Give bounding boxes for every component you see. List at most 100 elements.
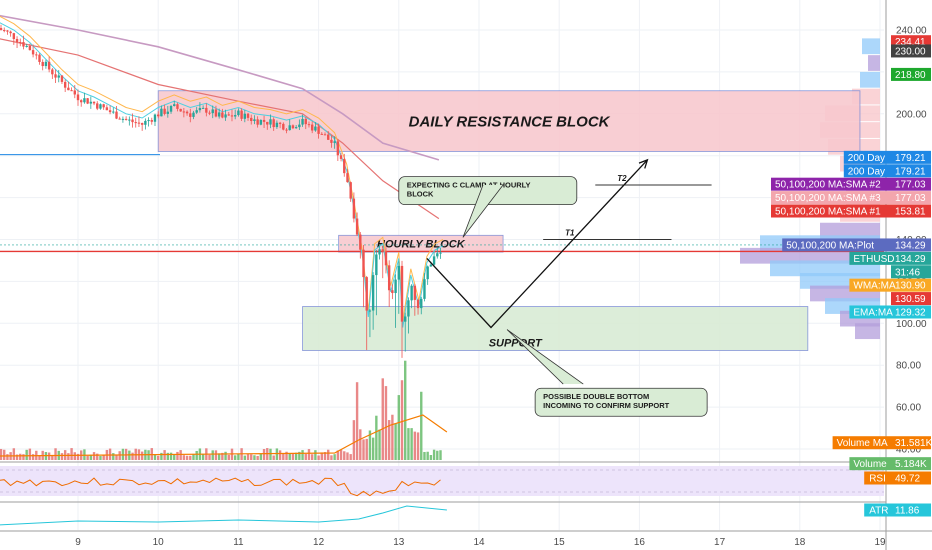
price-tag-label-bg bbox=[849, 251, 891, 265]
candle-body bbox=[169, 106, 173, 112]
volume-bar bbox=[285, 451, 288, 460]
candle-body bbox=[105, 107, 109, 111]
volume-bar bbox=[275, 448, 279, 460]
x-tick-label: 14 bbox=[473, 537, 485, 548]
candle-body bbox=[224, 114, 227, 118]
candle-body bbox=[314, 126, 317, 131]
candle-body bbox=[404, 316, 407, 322]
candle-body bbox=[76, 94, 80, 101]
candle-body bbox=[198, 108, 202, 111]
volume-bar bbox=[25, 449, 28, 460]
volume-bar bbox=[368, 430, 372, 460]
candle-body bbox=[15, 38, 19, 42]
price-tag-label-bg bbox=[771, 177, 891, 191]
price-tag-value: 134.29 bbox=[895, 240, 926, 251]
callout-text: INCOMING TO CONFIRM SUPPORT bbox=[543, 401, 670, 410]
indicator-tag-label-bg bbox=[864, 471, 891, 485]
candle-body bbox=[179, 108, 182, 112]
volume-bar bbox=[179, 450, 182, 460]
candle-body bbox=[214, 109, 218, 117]
candle-body bbox=[375, 254, 378, 276]
volume-bar bbox=[394, 423, 397, 460]
candle-body bbox=[333, 141, 336, 143]
candle-body bbox=[83, 98, 86, 103]
volume-bar bbox=[237, 454, 240, 460]
candle-body bbox=[381, 249, 384, 252]
volume-bar bbox=[166, 452, 170, 460]
candle-body bbox=[307, 124, 311, 126]
volume-bar bbox=[282, 453, 285, 460]
price-tag-value: 177.03 bbox=[895, 193, 926, 204]
candle-body bbox=[182, 111, 186, 113]
candle-body bbox=[3, 30, 6, 32]
volume-bar bbox=[439, 450, 442, 460]
x-tick-label: 19 bbox=[874, 537, 886, 548]
candle-body bbox=[63, 81, 67, 88]
candle-body bbox=[166, 111, 170, 114]
candle-body bbox=[359, 234, 362, 250]
candle-body bbox=[70, 90, 73, 92]
candle-body bbox=[25, 45, 28, 47]
volume-bar bbox=[140, 451, 144, 460]
volume-bar bbox=[253, 455, 256, 460]
candle-body bbox=[282, 123, 285, 130]
price-tag bbox=[891, 436, 931, 450]
price-tag-value: 130.59 bbox=[895, 294, 926, 305]
volume-profile-bar bbox=[862, 38, 880, 55]
price-tag-label-bg bbox=[843, 164, 891, 178]
candle-body bbox=[57, 75, 60, 78]
candle-body bbox=[147, 120, 150, 122]
volume-bar bbox=[51, 454, 54, 460]
volume-bar bbox=[31, 454, 35, 460]
indicator-tag-value: 49.72 bbox=[895, 474, 920, 485]
candle-body bbox=[208, 112, 211, 114]
price-tag-label: 50,100,200 MA:SMA #3 bbox=[775, 193, 881, 204]
indicator-tag bbox=[891, 471, 931, 485]
volume-bar bbox=[246, 453, 250, 460]
volume-bar bbox=[352, 420, 356, 460]
volume-bar bbox=[410, 428, 413, 460]
candle-body bbox=[67, 87, 70, 91]
candle-body bbox=[44, 61, 48, 67]
volume-bar bbox=[99, 455, 102, 460]
candle-body bbox=[371, 275, 375, 311]
price-tag-label: WMA:MA bbox=[853, 281, 896, 292]
volume-bar bbox=[89, 454, 93, 460]
candle-body bbox=[320, 133, 324, 135]
volume-bar bbox=[102, 455, 105, 460]
callout-box bbox=[534, 387, 708, 417]
candle-body bbox=[343, 158, 346, 174]
candle-body bbox=[19, 41, 22, 43]
volume-bar bbox=[73, 452, 76, 460]
candle-body bbox=[317, 126, 320, 134]
candle-body bbox=[6, 30, 9, 32]
candle-body bbox=[426, 266, 429, 280]
candle-body bbox=[221, 112, 224, 118]
candle-body bbox=[291, 125, 295, 129]
volume-bar bbox=[362, 439, 365, 460]
callout-pointer bbox=[462, 184, 504, 238]
volume-bar bbox=[92, 452, 96, 460]
candle-body bbox=[185, 111, 189, 114]
price-tag-label-bg bbox=[771, 191, 891, 205]
volume-bar bbox=[67, 453, 70, 460]
indicator-tag bbox=[891, 503, 931, 517]
candle-body bbox=[176, 104, 179, 109]
candle-body bbox=[384, 251, 388, 266]
price-tag bbox=[891, 305, 931, 319]
price-tag-label: 200 Day bbox=[848, 166, 885, 177]
candle-body bbox=[339, 155, 343, 159]
price-tag-value: 177.03 bbox=[895, 180, 926, 191]
candle-body bbox=[96, 103, 99, 109]
volume-bar bbox=[371, 437, 375, 460]
volume-bar bbox=[416, 432, 420, 460]
candle-body bbox=[420, 298, 423, 309]
candle-body bbox=[92, 101, 96, 104]
volume-bar bbox=[349, 454, 352, 460]
price-tag bbox=[891, 457, 931, 471]
callout-text: POSSIBLE DOUBLE BOTTOM bbox=[543, 392, 649, 401]
volume-bar bbox=[365, 438, 368, 460]
volume-bar bbox=[429, 455, 433, 460]
candle-body bbox=[230, 115, 234, 117]
